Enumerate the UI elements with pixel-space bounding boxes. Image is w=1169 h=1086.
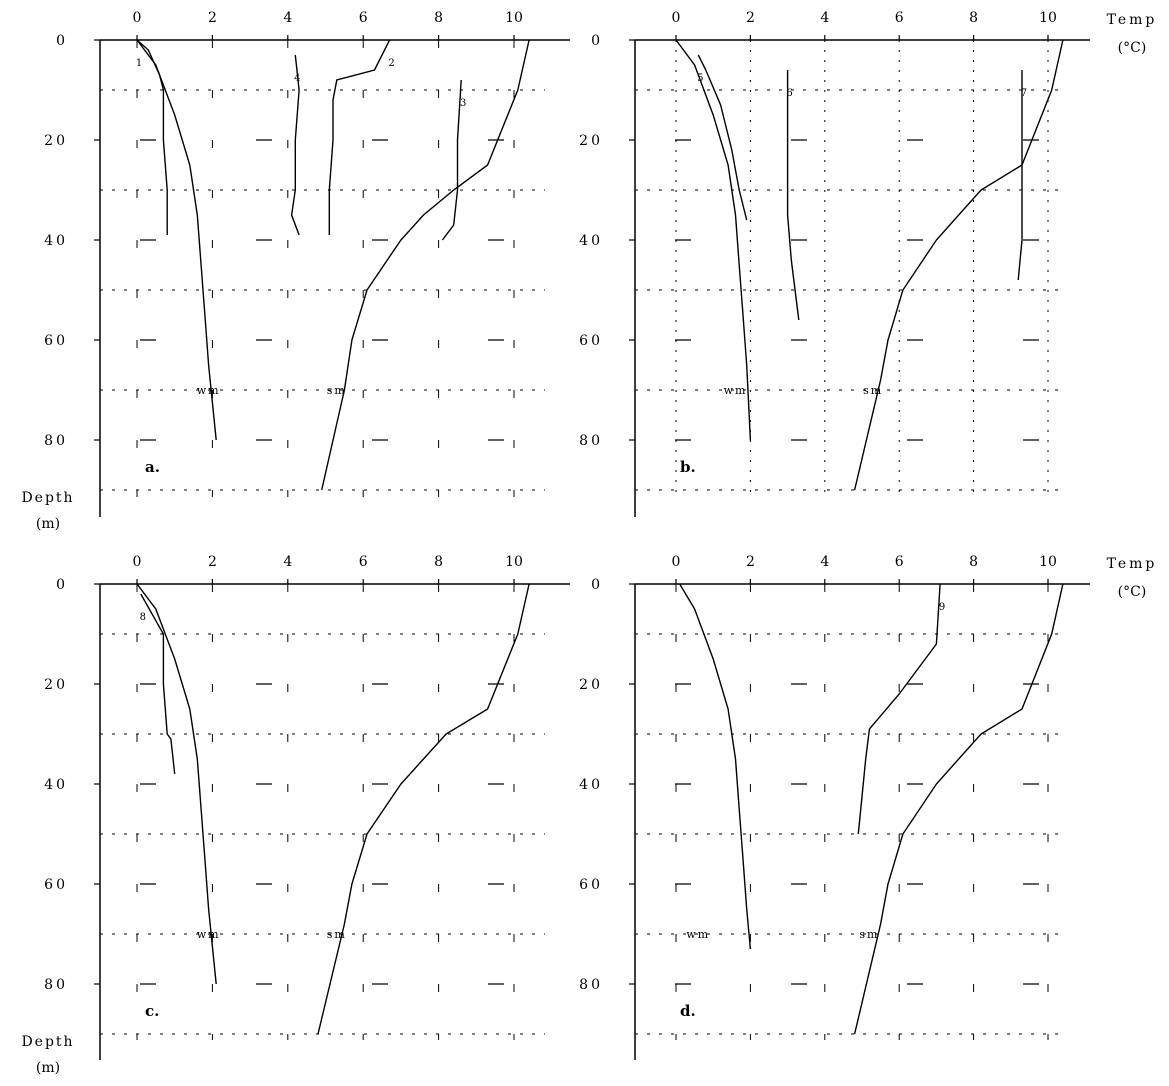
x-tick-label: 6 xyxy=(895,10,904,26)
x-tick-label: 10 xyxy=(505,554,523,570)
marker-label-wm: wm xyxy=(724,384,748,397)
y-tick-label: 60 xyxy=(44,333,68,349)
x-tick-label: 10 xyxy=(1039,10,1057,26)
y-tick-label: 60 xyxy=(579,877,603,893)
y-tick-label: 40 xyxy=(44,233,68,249)
x-tick-label: 2 xyxy=(208,10,217,26)
y-tick-label: 60 xyxy=(579,333,603,349)
series-label-4: 4 xyxy=(294,73,300,84)
panel-d: 0 2 4 6 8 10 0 20 40 60 80 Temp (°C) 9 wm sm d. xyxy=(579,554,1158,1060)
series-line-1 xyxy=(136,39,168,235)
panel-letter: a. xyxy=(145,458,160,476)
series-line-wm xyxy=(136,583,217,985)
x-tick-label: 0 xyxy=(672,554,681,570)
y-tick-label: 0 xyxy=(591,33,603,49)
marker-label-sm: sm xyxy=(327,384,347,397)
x-tick-label: 0 xyxy=(133,554,142,570)
marker-label-wm: wm xyxy=(686,928,710,941)
series-line-sm xyxy=(317,583,530,1035)
series-label-6: 6 xyxy=(786,88,792,99)
y-tick-label: 0 xyxy=(591,577,603,593)
y-tick-label: 40 xyxy=(579,777,603,793)
series-line-6 xyxy=(786,70,800,321)
marker-label-wm: wm xyxy=(197,928,221,941)
series-line-sm xyxy=(321,39,530,491)
panel-c: 0 2 4 6 8 10 0 20 40 60 80 Depth (m) 8 wm sm c. xyxy=(21,554,570,1076)
y-tick-label: 60 xyxy=(44,877,68,893)
marker-label-wm: wm xyxy=(197,384,221,397)
series-line-3 xyxy=(441,79,462,241)
x-tick-label: 0 xyxy=(672,10,681,26)
y-tick-label: 20 xyxy=(44,677,68,693)
series-line-2 xyxy=(328,39,391,235)
x-tick-label: 2 xyxy=(208,554,217,570)
x-tick-label: 8 xyxy=(969,554,978,570)
series-line-9 xyxy=(857,583,941,835)
series-line-sm xyxy=(853,583,1064,1035)
y-tick-label: 80 xyxy=(579,977,603,993)
x-tick-label: 4 xyxy=(820,10,829,26)
series-label-1: 1 xyxy=(136,58,142,69)
x-tick-label: 0 xyxy=(133,10,142,26)
panel-letter: c. xyxy=(145,1002,159,1020)
panel-a: 0 2 4 6 8 10 0 20 40 60 80 Depth (m) 1 2 3 4 wm sm a. xyxy=(21,10,570,532)
x-axis-title: Temp xyxy=(1107,12,1158,28)
y-tick-label: 80 xyxy=(44,977,68,993)
y-axis-unit: (m) xyxy=(36,1060,60,1076)
series-label-8: 8 xyxy=(140,612,146,623)
y-tick-label: 0 xyxy=(56,33,68,49)
marker-label-sm: sm xyxy=(863,384,883,397)
x-tick-label: 6 xyxy=(359,554,368,570)
series-label-5: 5 xyxy=(697,73,703,84)
x-tick-label: 6 xyxy=(895,554,904,570)
x-tick-label: 2 xyxy=(746,10,755,26)
panel-letter: b. xyxy=(680,458,696,476)
y-tick-label: 40 xyxy=(579,233,603,249)
x-tick-label: 4 xyxy=(283,554,292,570)
x-axis-unit: (°C) xyxy=(1118,584,1147,600)
series-line-5 xyxy=(697,54,748,221)
panel-b: 0 2 4 6 8 10 0 20 40 60 80 Temp (°C) 5 6 7 wm sm b. xyxy=(579,10,1158,517)
series-label-3: 3 xyxy=(460,98,466,109)
y-tick-label: 20 xyxy=(44,133,68,149)
series-label-2: 2 xyxy=(388,58,394,69)
x-axis-title: Temp xyxy=(1107,556,1158,572)
x-tick-label: 8 xyxy=(434,10,443,26)
y-tick-label: 80 xyxy=(44,433,68,449)
y-tick-label: 20 xyxy=(579,677,603,693)
panel-letter: d. xyxy=(680,1002,696,1020)
series-line-wm xyxy=(675,39,752,441)
x-tick-label: 6 xyxy=(359,10,368,26)
series-line-4 xyxy=(290,54,300,236)
x-axis-unit: (°C) xyxy=(1118,40,1147,56)
x-tick-label: 8 xyxy=(969,10,978,26)
x-tick-label: 8 xyxy=(434,554,443,570)
series-line-sm xyxy=(853,39,1064,491)
y-tick-label: 80 xyxy=(579,433,603,449)
series-line-wm xyxy=(679,583,752,950)
series-label-7: 7 xyxy=(1021,88,1027,99)
series-label-9: 9 xyxy=(939,602,945,613)
x-tick-label: 4 xyxy=(820,554,829,570)
marker-label-sm: sm xyxy=(327,928,347,941)
x-tick-label: 2 xyxy=(746,554,755,570)
y-axis-unit: (m) xyxy=(36,516,60,532)
y-axis-title: Depth xyxy=(21,1034,74,1050)
series-line-8 xyxy=(140,593,176,775)
x-tick-label: 4 xyxy=(283,10,292,26)
y-axis-title: Depth xyxy=(21,490,74,506)
x-tick-label: 10 xyxy=(505,10,523,26)
series-line-7 xyxy=(1017,70,1023,281)
y-tick-label: 40 xyxy=(44,777,68,793)
x-tick-label: 10 xyxy=(1039,554,1057,570)
series-line-wm xyxy=(136,39,217,441)
y-tick-label: 20 xyxy=(579,133,603,149)
marker-label-sm: sm xyxy=(859,928,879,941)
y-tick-label: 0 xyxy=(56,577,68,593)
